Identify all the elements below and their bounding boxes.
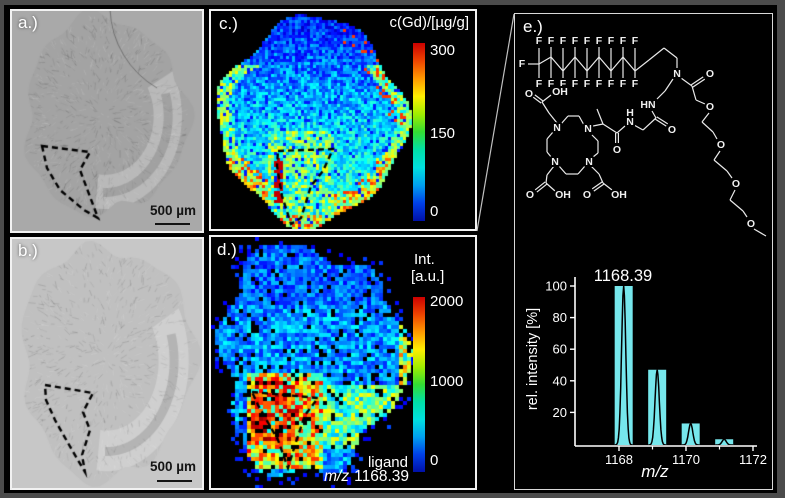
atom-label-F: F xyxy=(620,35,627,47)
atom-label-OH: OH xyxy=(611,189,627,201)
atom-label-F: F xyxy=(536,78,543,90)
atom-label-H: H xyxy=(626,107,634,119)
isotope-bar-3 xyxy=(715,439,734,445)
isotope-profile-0 xyxy=(614,285,633,446)
atom-label-O: O xyxy=(706,101,714,113)
panel-a-scalebar-label: 500 µm xyxy=(149,203,196,218)
isotope-profile-2 xyxy=(681,421,700,446)
x-axis-title: m/z xyxy=(641,462,669,481)
atom-label-N: N xyxy=(585,156,593,168)
panel-a-scalebar xyxy=(155,223,190,225)
panel-c: c.) c(Gd)/[µg/g] 300 150 0 xyxy=(209,9,477,231)
atom-label-F: F xyxy=(536,35,543,47)
x-tick-label: 1168 xyxy=(605,452,633,467)
panel-d-colorbar xyxy=(413,297,425,472)
panel-d: d.) Int. [a.u.] 2000 1000 0 ligand m/z 11… xyxy=(209,235,477,490)
isotope-profile-3 xyxy=(715,438,734,446)
atom-label-O: O xyxy=(706,68,714,80)
atom-label-N: N xyxy=(553,122,561,134)
panel-d-colorbar-tick-mid: 1000 xyxy=(430,373,464,390)
atom-label-O: O xyxy=(583,189,591,201)
panel-b-scalebar xyxy=(157,480,192,482)
atom-label-O: O xyxy=(526,189,534,201)
panel-c-colorbar-tick-min: 0 xyxy=(430,203,439,220)
atom-label-F: F xyxy=(584,35,591,47)
panel-c-colorbar-title: c(Gd)/[µg/g] xyxy=(389,14,470,31)
atom-label-F: F xyxy=(560,35,567,47)
atom-label-N: N xyxy=(584,123,592,135)
atom-label-O: O xyxy=(668,124,676,136)
atom-label-F: F xyxy=(596,35,603,47)
atom-label-OH: OH xyxy=(552,86,568,98)
panel-c-label: c.) xyxy=(219,14,238,33)
atom-label-F: F xyxy=(548,78,555,90)
isotope-profile-1 xyxy=(648,369,667,446)
panel-b-label: b.) xyxy=(18,241,38,260)
atom-label-F: F xyxy=(572,35,579,47)
atom-label-F: F xyxy=(572,78,579,90)
y-axis-title: rel. intensity [%] xyxy=(525,308,541,410)
atom-label-F: F xyxy=(560,78,567,90)
x-tick-label: 1172 xyxy=(739,452,767,467)
y-tick-label: 100 xyxy=(545,279,567,294)
panel-b-scalebar-label: 500 µm xyxy=(149,459,196,474)
panel-e-label: e.) xyxy=(523,17,543,36)
atom-label-O: O xyxy=(732,178,740,190)
panel-e: e.) F F F F F F F F F F F F F F F F F F F N O O O O O HN O N H O N N N N O… xyxy=(514,13,773,490)
isotope-bar-0 xyxy=(614,286,633,445)
atom-label-F: F xyxy=(620,78,627,90)
panel-d-heatmap xyxy=(211,237,475,488)
atom-label-O: O xyxy=(747,218,755,230)
panel-c-heatmap xyxy=(211,11,475,229)
atom-label-F: F xyxy=(519,58,526,70)
atom-label-F: F xyxy=(548,35,555,47)
atom-label-F: F xyxy=(608,78,615,90)
panel-d-label: d.) xyxy=(217,240,237,259)
atom-label-F: F xyxy=(584,78,591,90)
panel-a-tissue-image xyxy=(12,11,202,231)
atom-label-HN: HN xyxy=(640,99,655,111)
y-tick-label: 80 xyxy=(553,310,567,325)
peak-annotation: 1168.39 xyxy=(594,267,652,285)
y-tick-label: 20 xyxy=(553,405,567,420)
panel-c-colorbar-tick-max: 300 xyxy=(430,42,456,59)
panel-d-colorbar-tick-min: 0 xyxy=(430,452,439,469)
isotope-bar-2 xyxy=(681,423,700,445)
mass-spectrum: 20 40 60 80 100 1168 1170 1172 1168.39 rel. inten… xyxy=(525,267,767,481)
atom-label-N: N xyxy=(551,156,559,168)
panel-b-tissue-image xyxy=(12,239,202,488)
panel-d-colorbar-title-1: Int. xyxy=(414,251,435,268)
y-tick-label: 60 xyxy=(553,342,567,357)
panel-d-annotation-ligand: ligand xyxy=(367,454,408,471)
mz-value: 1168.39 xyxy=(354,468,409,485)
panel-c-colorbar-tick-mid: 150 xyxy=(430,125,456,142)
atom-label-O: O xyxy=(613,144,621,156)
panel-d-colorbar-title-2: [a.u.] xyxy=(411,268,445,285)
panel-d-annotation-mz: m/z 1168.39 xyxy=(301,469,409,485)
atom-label-N: N xyxy=(626,116,634,128)
atom-label-OH: OH xyxy=(555,189,571,201)
x-tick-label: 1170 xyxy=(672,452,700,467)
mz-italic: m/z xyxy=(324,468,350,485)
panel-a-label: a.) xyxy=(18,13,38,32)
panel-a: a.) 500 µm xyxy=(10,9,204,233)
atom-label-F: F xyxy=(632,78,639,90)
isotope-bar-1 xyxy=(648,369,667,445)
panel-b: b.) 500 µm xyxy=(10,237,204,490)
atom-label-F: F xyxy=(596,78,603,90)
panel-c-colorbar xyxy=(413,43,425,221)
atom-label-N: N xyxy=(673,68,681,80)
atom-label-O: O xyxy=(525,88,533,100)
atom-label-O: O xyxy=(717,139,725,151)
panel-d-colorbar-tick-max: 2000 xyxy=(430,293,464,310)
atom-label-F: F xyxy=(608,35,615,47)
y-tick-label: 40 xyxy=(553,373,567,388)
atom-label-F: F xyxy=(632,35,639,47)
